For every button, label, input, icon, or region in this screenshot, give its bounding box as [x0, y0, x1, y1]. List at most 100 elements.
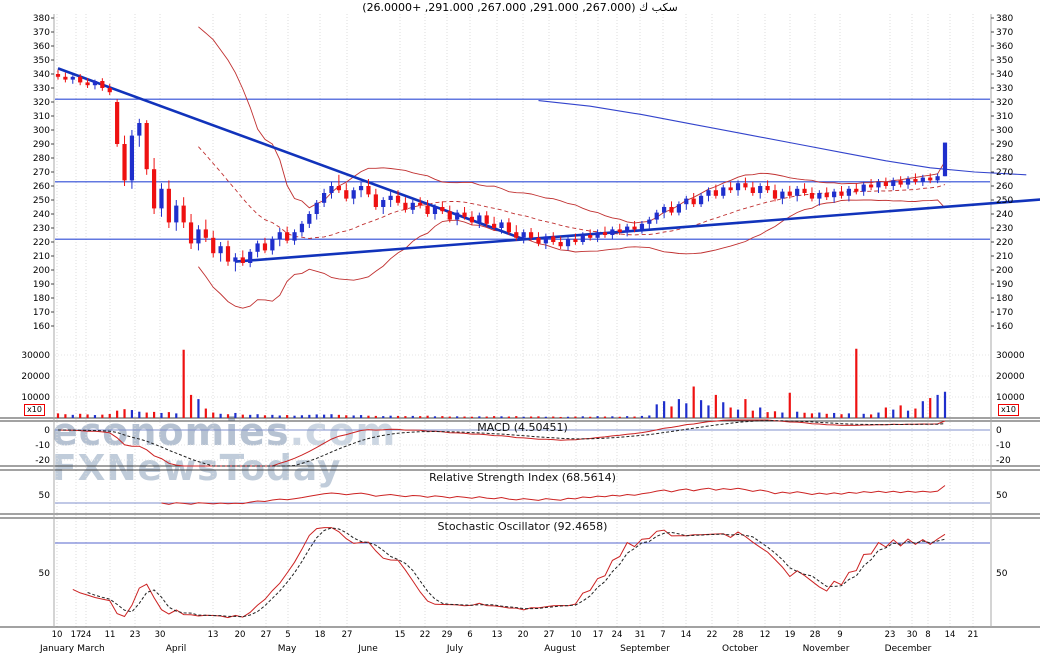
svg-text:November: November	[803, 644, 850, 654]
watermark-fxnewstoday: FXNewsToday	[52, 448, 342, 489]
svg-text:18: 18	[315, 630, 326, 640]
svg-text:January: January	[39, 644, 75, 654]
svg-text:23: 23	[130, 630, 141, 640]
svg-text:20000: 20000	[996, 372, 1025, 382]
svg-text:210: 210	[996, 252, 1013, 262]
svg-text:280: 280	[33, 154, 50, 164]
title-symbol: سكب ك	[639, 1, 678, 14]
svg-text:17: 17	[71, 630, 82, 640]
svg-text:22: 22	[420, 630, 431, 640]
rsi-title: Relative Strength Index (68.5614)	[429, 471, 616, 484]
svg-text:250: 250	[33, 196, 50, 206]
svg-text:24: 24	[81, 630, 92, 640]
stoch-title: Stochastic Oscillator (92.4658)	[437, 520, 608, 533]
svg-text:23: 23	[885, 630, 896, 640]
svg-text:12: 12	[760, 630, 771, 640]
svg-text:28: 28	[810, 630, 821, 640]
grid-layer	[55, 14, 990, 627]
svg-text:320: 320	[996, 98, 1013, 108]
svg-text:24: 24	[612, 630, 623, 640]
svg-text:360: 360	[996, 42, 1013, 52]
svg-text:September: September	[620, 644, 670, 654]
svg-text:21: 21	[968, 630, 979, 640]
svg-text:380: 380	[33, 14, 50, 24]
svg-text:May: May	[278, 644, 297, 654]
svg-text:10: 10	[571, 630, 582, 640]
svg-text:6: 6	[467, 630, 472, 640]
svg-text:200: 200	[996, 266, 1013, 276]
svg-text:210: 210	[33, 252, 50, 262]
svg-text:August: August	[544, 644, 576, 654]
svg-text:30: 30	[155, 630, 166, 640]
svg-text:230: 230	[33, 224, 50, 234]
rsi-layer	[161, 485, 946, 505]
month-axis: January March April May June July August Septem…	[39, 644, 932, 654]
svg-text:340: 340	[996, 70, 1013, 80]
macd-layer	[57, 419, 946, 467]
svg-text:280: 280	[996, 154, 1013, 164]
svg-text:-20: -20	[996, 456, 1011, 466]
svg-text:17: 17	[593, 630, 604, 640]
svg-text:260: 260	[33, 182, 50, 192]
svg-text:20: 20	[235, 630, 246, 640]
svg-text:380: 380	[996, 14, 1013, 24]
svg-text:350: 350	[33, 56, 50, 66]
svg-text:240: 240	[33, 210, 50, 220]
svg-text:30000: 30000	[21, 351, 50, 361]
svg-text:290: 290	[996, 140, 1013, 150]
svg-text:170: 170	[33, 308, 50, 318]
macd-title: MACD (4.50451)	[477, 421, 568, 434]
svg-text:310: 310	[996, 112, 1013, 122]
svg-text:50: 50	[39, 569, 51, 579]
svg-text:0: 0	[996, 426, 1002, 436]
svg-text:11: 11	[105, 630, 116, 640]
svg-text:7: 7	[660, 630, 665, 640]
svg-text:29: 29	[442, 630, 453, 640]
svg-text:27: 27	[342, 630, 353, 640]
date-axis: 10 17 24 11 23 30 13 20 27 5 18 27 15 22 29 6 13 20 27 10 17…	[52, 630, 979, 640]
svg-text:160: 160	[33, 322, 50, 332]
svg-text:350: 350	[996, 56, 1013, 66]
svg-text:5: 5	[285, 630, 290, 640]
svg-text:June: June	[357, 644, 378, 654]
volume-multiplier-right: x10	[998, 404, 1019, 416]
svg-text:10000: 10000	[996, 393, 1025, 403]
svg-text:180: 180	[996, 294, 1013, 304]
candles-layer	[55, 69, 948, 272]
svg-text:March: March	[77, 644, 104, 654]
svg-text:190: 190	[996, 280, 1013, 290]
svg-text:December: December	[885, 644, 932, 654]
svg-text:20: 20	[518, 630, 529, 640]
svg-text:22: 22	[707, 630, 718, 640]
svg-text:0: 0	[44, 426, 50, 436]
svg-text:170: 170	[996, 308, 1013, 318]
panel-separators	[0, 14, 1040, 628]
svg-text:October: October	[722, 644, 758, 654]
svg-text:28: 28	[733, 630, 744, 640]
svg-text:-10: -10	[35, 441, 50, 451]
svg-text:13: 13	[492, 630, 503, 640]
svg-text:9: 9	[837, 630, 842, 640]
svg-text:180: 180	[33, 294, 50, 304]
svg-text:370: 370	[33, 28, 50, 38]
svg-text:50: 50	[996, 569, 1008, 579]
svg-text:50: 50	[39, 491, 51, 501]
svg-text:15: 15	[395, 630, 406, 640]
svg-text:290: 290	[33, 140, 50, 150]
svg-text:-10: -10	[996, 441, 1011, 451]
svg-text:320: 320	[33, 98, 50, 108]
svg-text:310: 310	[33, 112, 50, 122]
svg-text:220: 220	[996, 238, 1013, 248]
svg-text:270: 270	[33, 168, 50, 178]
price-axis-left: 380 370 360 350 340 330 320 310 300 290 280 270 260 2…	[21, 14, 54, 579]
svg-text:160: 160	[996, 322, 1013, 332]
svg-text:360: 360	[33, 42, 50, 52]
svg-text:270: 270	[996, 168, 1013, 178]
svg-text:340: 340	[33, 70, 50, 80]
svg-text:200: 200	[33, 266, 50, 276]
svg-text:10: 10	[52, 630, 63, 640]
chart-title: سكب ك (267.000, 291.000, 267.000, 291.00…	[0, 1, 1040, 14]
svg-text:300: 300	[996, 126, 1013, 136]
